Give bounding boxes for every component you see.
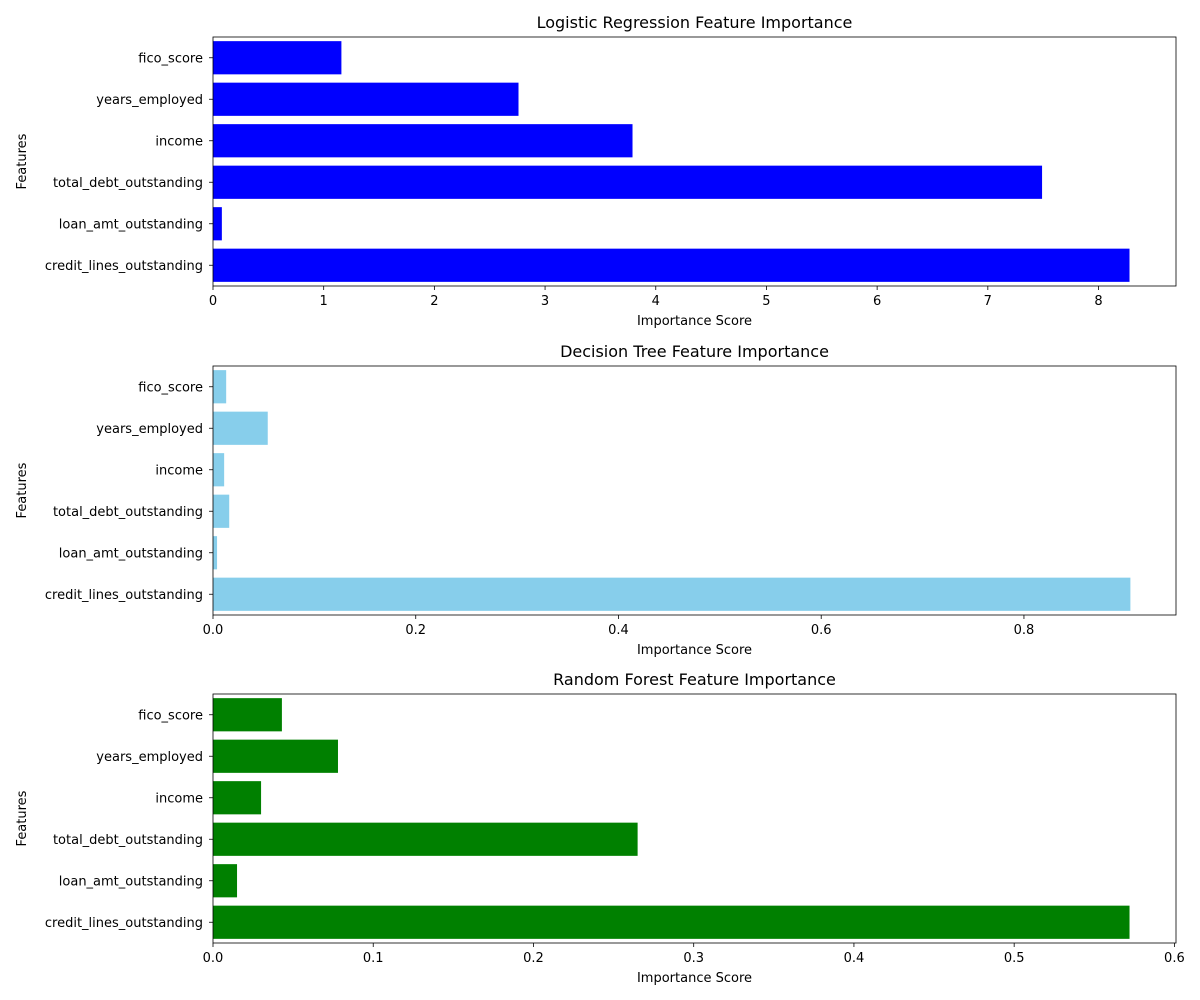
x-tick-label: 0.4: [844, 951, 865, 966]
y-tick-label: loan_amt_outstanding: [59, 217, 203, 232]
y-tick-label: credit_lines_outstanding: [45, 588, 203, 603]
x-tick-label: 0.0: [203, 623, 224, 638]
x-tick-label: 0.2: [405, 623, 426, 638]
subplot-2: credit_lines_outstanding loan_amt_outstan…: [15, 342, 1177, 658]
x-tick-label: 8: [1094, 294, 1102, 309]
y-tick-label: total_debt_outstanding: [53, 505, 203, 520]
chart-title: Decision Tree Feature Importance: [560, 342, 829, 361]
plot-frame: [212, 693, 1177, 944]
y-tick-label: fico_score: [138, 380, 203, 395]
x-tick-label: 6: [873, 294, 881, 309]
x-axis-label: Importance Score: [637, 971, 752, 986]
bar-income: [213, 453, 225, 487]
subplot-3: credit_lines_outstanding loan_amt_outstan…: [15, 670, 1185, 986]
x-tick-label: 0.4: [608, 623, 629, 638]
y-axis-label: Features: [15, 133, 30, 189]
x-tick-label: 5: [762, 294, 770, 309]
bar-credit_lines_outstanding: [213, 905, 1130, 939]
y-tick-label: total_debt_outstanding: [53, 176, 203, 191]
x-tick-label: 0.5: [1004, 951, 1025, 966]
bar-loan_amt_outstanding: [213, 536, 218, 570]
y-tick-label: years_employed: [96, 422, 203, 437]
x-tick-label: 0.6: [1164, 951, 1185, 966]
y-tick-label: years_employed: [96, 750, 203, 765]
y-tick-label: credit_lines_outstanding: [45, 916, 203, 931]
y-tick-label: loan_amt_outstanding: [59, 874, 203, 889]
bar-loan_amt_outstanding: [213, 207, 222, 241]
bar-total_debt_outstanding: [213, 822, 638, 856]
bar-years_employed: [213, 739, 338, 773]
subplot-1: credit_lines_outstanding loan_amt_outstan…: [15, 13, 1177, 329]
bar-loan_amt_outstanding: [213, 864, 238, 898]
y-tick-label: income: [155, 791, 203, 806]
y-tick-label: total_debt_outstanding: [53, 833, 203, 848]
bar-credit_lines_outstanding: [213, 248, 1130, 282]
bar-income: [213, 124, 633, 158]
x-tick-label: 1: [320, 294, 328, 309]
plot-frame: [212, 365, 1177, 616]
plot-frame: [212, 36, 1177, 287]
x-axis-label: Importance Score: [637, 643, 752, 658]
y-tick-label: years_employed: [96, 93, 203, 108]
y-tick-label: income: [155, 463, 203, 478]
x-axis-label: Importance Score: [637, 314, 752, 329]
x-tick-label: 0.0: [203, 951, 224, 966]
x-tick-label: 3: [541, 294, 549, 309]
bar-fico_score: [213, 41, 342, 75]
x-tick-label: 2: [430, 294, 438, 309]
bar-years_employed: [213, 411, 268, 445]
chart-title: Logistic Regression Feature Importance: [537, 13, 853, 32]
bar-credit_lines_outstanding: [213, 577, 1131, 611]
y-axis-label: Features: [15, 462, 30, 518]
y-tick-label: loan_amt_outstanding: [59, 546, 203, 561]
x-tick-label: 4: [652, 294, 660, 309]
x-tick-label: 0.3: [683, 951, 704, 966]
bar-total_debt_outstanding: [213, 165, 1043, 199]
y-tick-label: fico_score: [138, 51, 203, 66]
bar-total_debt_outstanding: [213, 494, 230, 528]
x-tick-label: 0.8: [1014, 623, 1035, 638]
x-tick-label: 0.1: [363, 951, 384, 966]
chart-title: Random Forest Feature Importance: [553, 670, 836, 689]
x-tick-label: 0.2: [523, 951, 544, 966]
y-axis-label: Features: [15, 790, 30, 846]
y-tick-label: income: [155, 134, 203, 149]
y-tick-label: credit_lines_outstanding: [45, 259, 203, 274]
bar-income: [213, 781, 262, 815]
x-tick-label: 0.6: [811, 623, 832, 638]
bar-fico_score: [213, 698, 282, 732]
bar-years_employed: [213, 82, 519, 116]
x-tick-label: 0: [209, 294, 217, 309]
bar-fico_score: [213, 370, 227, 404]
x-tick-label: 7: [984, 294, 992, 309]
y-tick-label: fico_score: [138, 708, 203, 723]
